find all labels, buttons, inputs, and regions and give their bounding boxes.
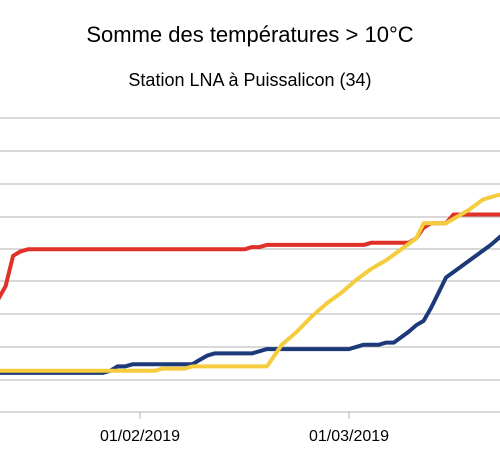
x-tick-label: 01/03/2019 xyxy=(309,428,389,445)
series-line-3 xyxy=(0,192,500,373)
series-line-1 xyxy=(0,212,500,301)
series-group xyxy=(0,192,500,375)
x-axis: 01/02/2019 01/03/2019 xyxy=(0,411,500,445)
gridlines xyxy=(0,117,500,381)
x-tick-label: 01/02/2019 xyxy=(100,428,180,445)
chart-subtitle: Station LNA à Puissalicon (34) xyxy=(128,70,372,90)
chart-title: Somme des températures > 10°C xyxy=(86,22,414,47)
series-line-2 xyxy=(0,234,500,375)
